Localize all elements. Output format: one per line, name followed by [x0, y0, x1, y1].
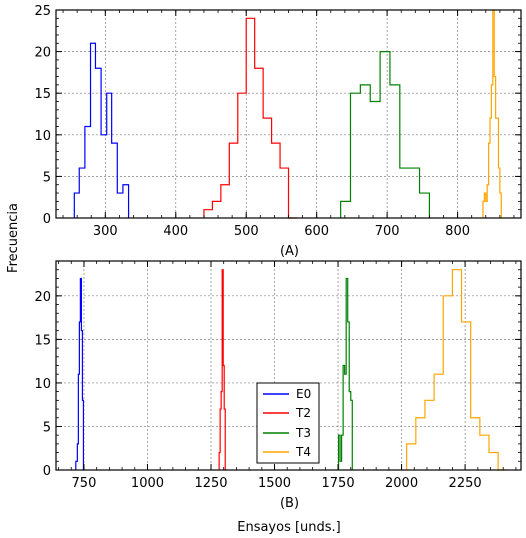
tick-label-y: 10	[34, 129, 51, 144]
tick-label-y: 25	[34, 4, 51, 19]
panel-b: 750 1000 1250 1500 1750 2000 2250 0 5 10 15 20 (B)	[34, 260, 522, 511]
tick-label-y: 20	[34, 290, 51, 305]
tick-label-y: 15	[34, 333, 51, 348]
legend-label-e0: E0	[296, 387, 311, 401]
figure-ylabel: Frecuencia	[6, 203, 21, 273]
histogram-b-series-1	[218, 269, 227, 471]
histogram-b-series-2	[337, 277, 353, 470]
tick-label-x: 1000	[131, 476, 164, 491]
tick-label-y: 0	[43, 464, 51, 479]
tick-label-x: 1250	[194, 476, 227, 491]
histogram-a-series-3	[482, 9, 503, 219]
panel-a: 300 400 500 600 700 800 0 5 10 15 20 25 (A)	[34, 4, 522, 259]
tick-label-x: 1750	[322, 476, 355, 491]
tick-label-x: 600	[304, 224, 329, 239]
tick-label-x: 2250	[449, 476, 482, 491]
tick-label-y: 20	[34, 46, 51, 61]
histogram-b-series-0	[75, 277, 85, 471]
tick-label-y: 5	[43, 170, 51, 185]
legend-label-t3: T3	[295, 426, 311, 440]
tick-label-x: 2000	[385, 476, 418, 491]
panel-label-a: (A)	[280, 244, 299, 259]
tick-label-y: 10	[34, 377, 51, 392]
histogram-b-series-3	[406, 269, 508, 471]
tick-label-y: 5	[43, 420, 51, 435]
tick-label-x: 500	[234, 224, 259, 239]
tick-label-x: 800	[445, 224, 470, 239]
tick-label-y: 0	[43, 212, 51, 227]
tick-label-x: 300	[93, 224, 118, 239]
tick-label-x: 400	[163, 224, 188, 239]
legend-label-t2: T2	[295, 406, 311, 420]
legend-label-t4: T4	[295, 445, 311, 459]
legend-frame	[256, 382, 320, 464]
figure-xlabel: Ensayos [unds.]	[237, 520, 341, 535]
histogram-a-series-0	[73, 42, 130, 218]
tick-label-x: 750	[72, 476, 97, 491]
panel-label-b: (B)	[280, 496, 299, 511]
tick-label-y: 15	[34, 87, 51, 102]
legend: E0 T2 T3 T4	[256, 382, 320, 464]
histogram-a-series-1	[203, 17, 297, 219]
histogram-a-series-2	[340, 51, 431, 218]
tick-label-x: 1500	[258, 476, 291, 491]
tick-label-x: 700	[375, 224, 400, 239]
